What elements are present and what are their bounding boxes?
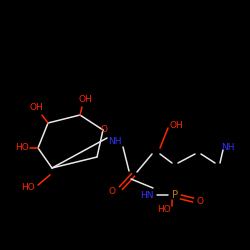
Text: OH: OH xyxy=(78,94,92,104)
Text: HO: HO xyxy=(157,206,171,214)
Text: P: P xyxy=(172,190,178,200)
Text: HN: HN xyxy=(140,190,154,200)
Text: NH: NH xyxy=(108,138,122,146)
Text: HO: HO xyxy=(21,182,35,192)
Text: NH: NH xyxy=(221,142,235,152)
Text: OH: OH xyxy=(169,122,183,130)
Text: OH: OH xyxy=(29,104,43,112)
Text: O: O xyxy=(100,124,107,134)
Text: O: O xyxy=(108,188,116,196)
Text: O: O xyxy=(196,198,203,206)
Text: HO: HO xyxy=(15,144,29,152)
